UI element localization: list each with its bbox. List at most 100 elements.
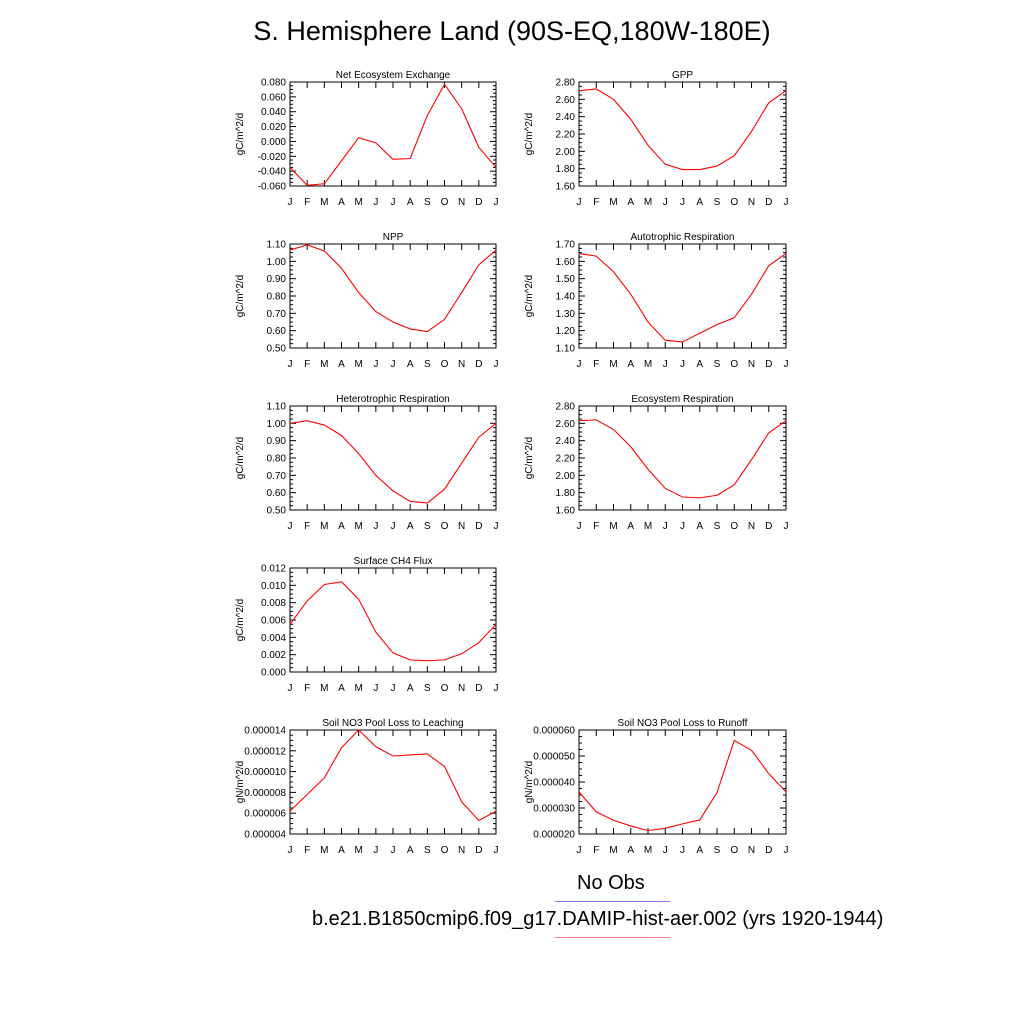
series-line [578,252,787,343]
panel-title: Ecosystem Respiration [631,394,733,405]
panel-6: Ecosystem Respiration gC/m^2/d 1.60 1.80 2.0… [524,394,789,532]
x-tick-label: O [730,845,738,856]
x-tick-label: J [577,359,582,370]
y-tick-label: 0.000012 [244,746,286,757]
x-tick-label: O [441,845,449,856]
y-tick-label: 1.60 [556,257,576,268]
x-tick-label: D [765,845,772,856]
x-tick-label: J [373,359,378,370]
y-tick-label: 2.40 [556,112,576,123]
panel-5: Heterotrophic Respiration gC/m^2/d 0.50 0.6… [235,394,499,532]
x-tick-label: N [458,359,465,370]
y-tick-label: 2.80 [556,402,576,413]
series-line [289,83,497,186]
plot-frame [289,81,497,187]
y-tick-label: 0.000 [261,137,286,148]
y-axis-label: gN/m^2/d [524,761,535,804]
x-tick-label: S [714,845,721,856]
x-tick-label: J [784,197,789,208]
x-tick-label: A [407,845,414,856]
y-tick-label: 0.000050 [533,752,575,763]
x-tick-label: N [458,845,465,856]
x-tick-label: M [320,845,328,856]
plot-frame [578,405,787,511]
y-tick-label: 1.20 [556,326,576,337]
y-axis-label: gC/m^2/d [524,275,535,318]
y-tick-label: 0.000040 [533,778,575,789]
y-tick-label: 0.60 [267,326,287,337]
x-tick-label: M [320,359,328,370]
x-tick-label: O [730,197,738,208]
plot-frame [289,243,497,349]
x-tick-label: J [391,521,396,532]
x-tick-label: M [644,197,652,208]
x-tick-label: A [696,197,703,208]
panel-title: GPP [672,70,693,81]
x-tick-label: O [730,359,738,370]
x-tick-label: J [494,845,499,856]
x-tick-label: A [696,845,703,856]
x-tick-label: D [765,521,772,532]
x-tick-label: M [354,683,362,694]
y-tick-label: 2.60 [556,419,576,430]
x-tick-label: O [441,521,449,532]
y-axis-label: gC/m^2/d [235,437,246,480]
x-tick-label: S [714,359,721,370]
x-tick-label: J [663,845,668,856]
x-tick-label: O [441,197,449,208]
y-tick-label: 0.000030 [533,804,575,815]
y-axis-label: gC/m^2/d [235,275,246,318]
x-tick-label: J [494,197,499,208]
series-line [289,244,497,333]
x-tick-label: J [663,359,668,370]
panel-2: GPP gC/m^2/d 1.60 1.80 2.00 2.20 2.40 2.60 2.80 J… [524,70,789,208]
y-axis-label: gC/m^2/d [524,437,535,480]
series-line [289,581,497,662]
x-tick-label: J [288,359,293,370]
x-tick-label: F [593,359,599,370]
x-tick-label: S [714,197,721,208]
y-tick-label: 1.70 [556,240,576,251]
y-tick-label: 1.50 [556,274,576,285]
y-tick-label: 0.000008 [244,788,286,799]
y-tick-label: 0.008 [261,598,286,609]
y-axis-label: gC/m^2/d [235,599,246,642]
x-tick-label: A [407,359,414,370]
x-tick-label: J [663,197,668,208]
y-tick-label: 0.50 [267,506,287,517]
x-tick-label: M [609,359,617,370]
y-tick-label: -0.040 [258,167,287,178]
x-tick-label: M [644,359,652,370]
y-tick-label: 0.70 [267,309,287,320]
series-line [289,729,497,822]
x-tick-label: A [338,683,345,694]
x-tick-label: D [765,197,772,208]
y-tick-label: 0.60 [267,488,287,499]
y-tick-label: 2.00 [556,471,576,482]
y-tick-label: 0.010 [261,581,286,592]
y-tick-label: -0.060 [258,182,287,193]
y-tick-label: 2.40 [556,436,576,447]
y-tick-label: 0.000 [261,668,286,679]
legend-case-line [555,937,670,938]
x-tick-label: J [784,359,789,370]
panel-title: Surface CH4 Flux [354,556,433,567]
y-tick-label: 0.50 [267,344,287,355]
x-tick-label: S [424,521,431,532]
y-tick-label: 0.000014 [244,726,286,737]
x-tick-label: J [373,197,378,208]
y-tick-label: 0.020 [261,122,286,133]
x-tick-label: N [748,359,755,370]
y-tick-label: 1.10 [267,240,287,251]
x-tick-label: M [320,683,328,694]
panel-title: Heterotrophic Respiration [336,394,449,405]
y-tick-label: 0.006 [261,616,286,627]
x-tick-label: J [680,521,685,532]
x-tick-label: M [609,845,617,856]
y-tick-label: 0.000020 [533,830,575,841]
x-tick-label: J [663,521,668,532]
x-tick-label: S [424,197,431,208]
x-tick-label: D [475,521,482,532]
x-tick-label: M [354,197,362,208]
x-tick-label: J [391,683,396,694]
